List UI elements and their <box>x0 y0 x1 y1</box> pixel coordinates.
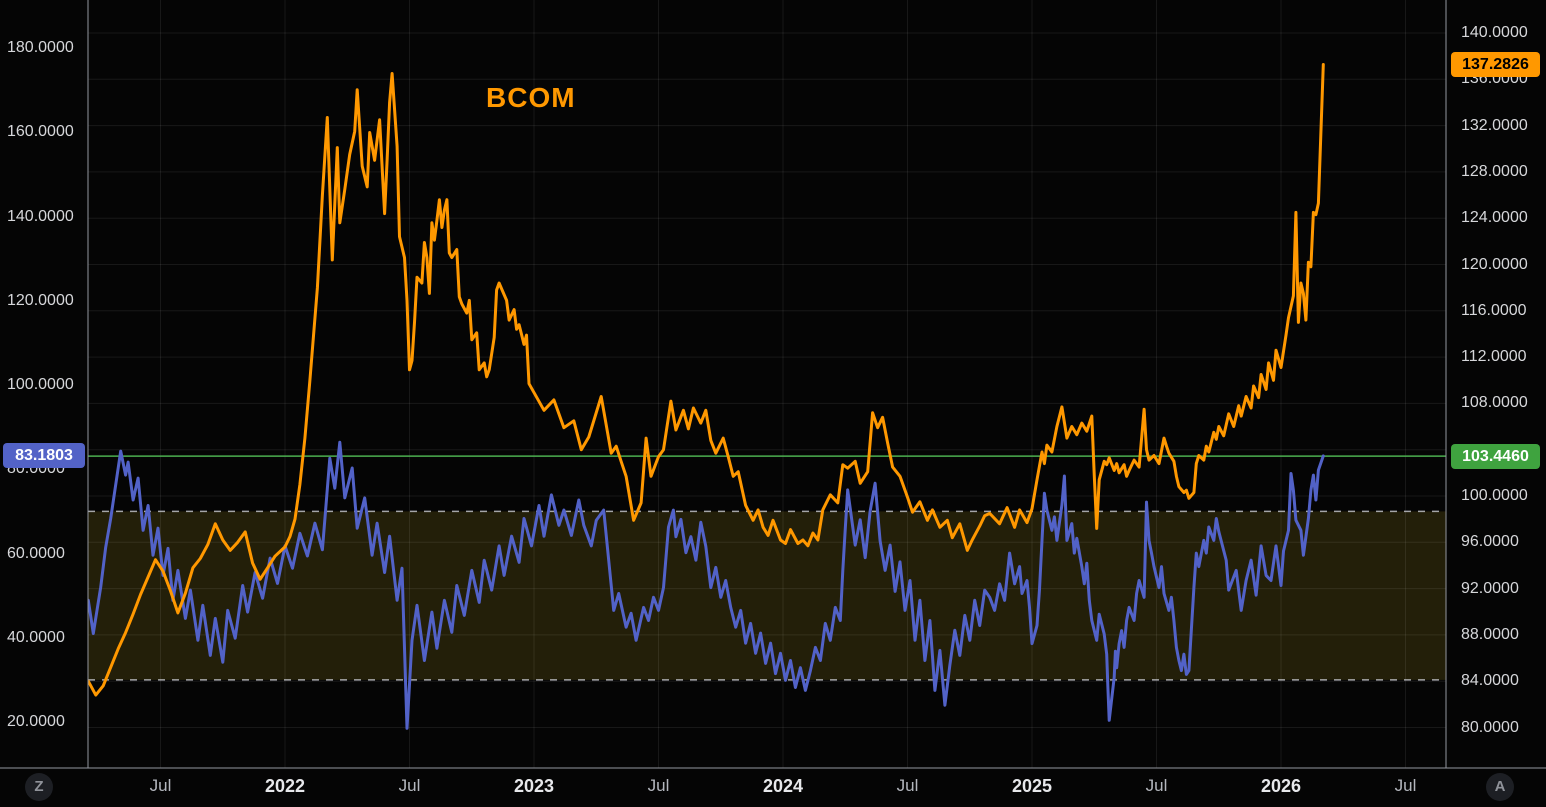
time-axis-tick-label: Jul <box>149 776 172 795</box>
time-axis-tick-label: Jul <box>647 776 670 795</box>
time-axis-tick-label: 2024 <box>762 776 804 796</box>
time-axis-tick-label: 2023 <box>513 776 555 796</box>
horizontal-line-value-label: 103.4460 <box>1451 443 1540 469</box>
left-axis-tick-label: 160.0000 <box>7 123 74 141</box>
left-axis-tick-label: 100.0000 <box>7 376 74 393</box>
time-axis-tick-label: Jul <box>398 776 421 795</box>
symbol-watermark: BCOM <box>486 82 576 113</box>
right-axis-tick-label: 108.0000 <box>1461 394 1528 412</box>
left-axis-tick-label: 20.0000 <box>7 713 65 730</box>
left-price-axis[interactable]: 180.0000 160.0000 140.0000 120.0000 100.0000… <box>0 0 88 768</box>
time-axis-tick-label: Jul <box>1145 776 1168 795</box>
right-axis-tick-label: 96.0000 <box>1461 533 1519 551</box>
time-axis-tick-label: 2022 <box>264 776 306 796</box>
left-axis-tick-label: 60.0000 <box>7 544 65 562</box>
time-axis-tick-label: 2025 <box>1011 776 1053 796</box>
right-axis-tick-label: 84.0000 <box>1461 672 1519 690</box>
oscillator-last-value-label: 83.1803 <box>3 443 85 469</box>
time-axis-tick-label: Jul <box>896 776 919 795</box>
right-axis-tick-label: 120.0000 <box>1461 255 1528 273</box>
right-axis-tick-label: 128.0000 <box>1461 162 1528 180</box>
right-axis-tick-label: 124.0000 <box>1461 209 1528 227</box>
right-axis-tick-label: 140.0000 <box>1461 24 1528 41</box>
price-last-value-label: 137.2826 <box>1451 51 1540 77</box>
corner-button-a[interactable]: A <box>1486 773 1514 801</box>
right-axis-tick-label: 100.0000 <box>1461 487 1528 504</box>
corner-button-z[interactable]: Z <box>25 773 53 801</box>
time-axis-tick-label: 2026 <box>1260 776 1302 796</box>
left-axis-tick-label: 140.0000 <box>7 207 74 225</box>
right-axis-tick-label: 112.0000 <box>1461 348 1527 366</box>
right-axis-tick-label: 116.0000 <box>1461 301 1527 319</box>
right-axis-tick-label: 80.0000 <box>1461 718 1519 736</box>
right-axis-tick-label: 88.0000 <box>1461 625 1519 643</box>
time-axis[interactable]: Jul 2022 Jul 2023 Jul 2024 Jul 2025 Jul 2026 Jul <box>0 768 1546 807</box>
oscillator-line[interactable] <box>88 440 1325 730</box>
left-axis-tick-label: 120.0000 <box>7 291 74 309</box>
right-axis-tick-label: 92.0000 <box>1461 579 1519 597</box>
right-price-axis[interactable]: 140.0000 136.0000 132.0000 128.0000 124.0000… <box>1446 0 1546 768</box>
left-axis-tick-label: 40.0000 <box>7 628 65 646</box>
time-axis-tick-label: Jul <box>1394 776 1417 795</box>
left-axis-tick-label: 180.0000 <box>7 39 74 56</box>
right-axis-tick-label: 132.0000 <box>1461 116 1528 134</box>
price-line-bcom[interactable] <box>88 63 1325 697</box>
